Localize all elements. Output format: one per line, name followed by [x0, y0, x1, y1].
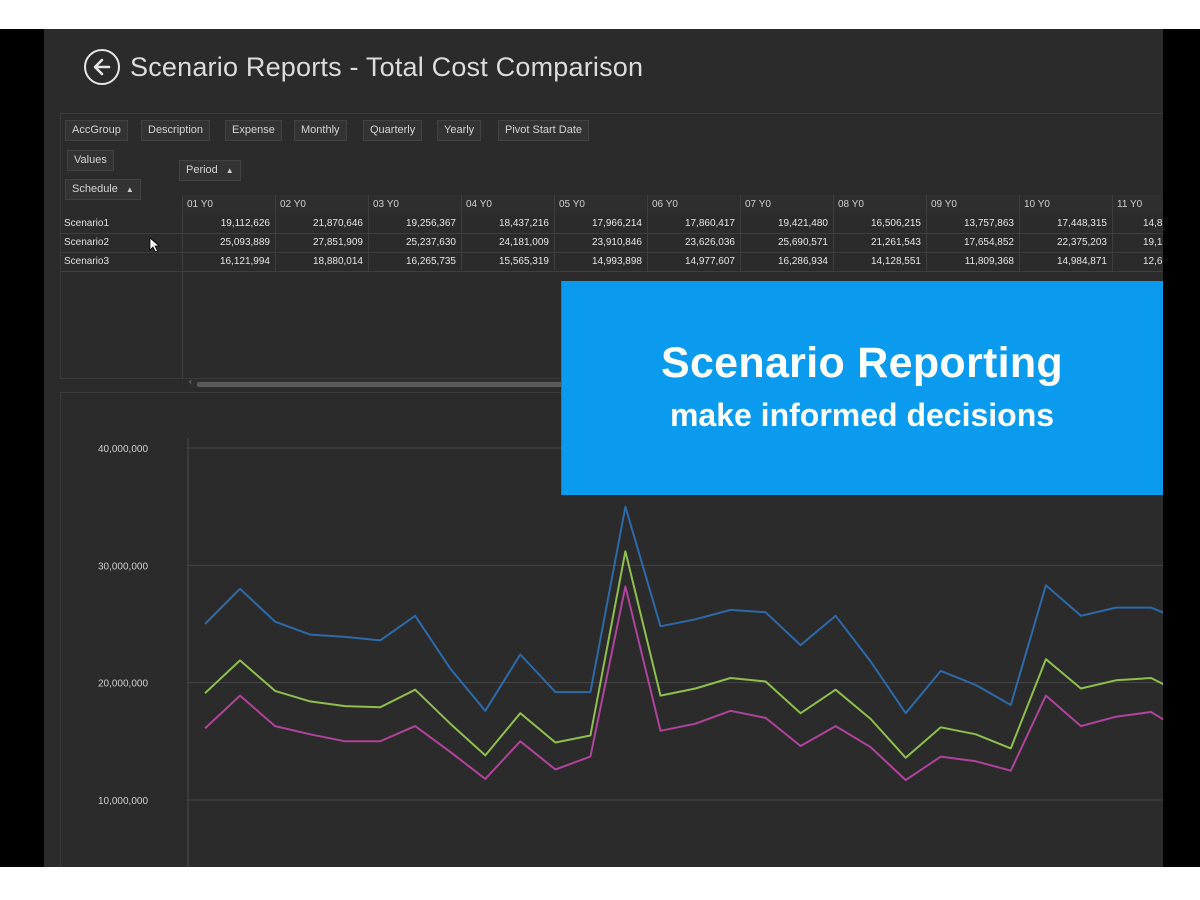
- row-header[interactable]: Scenario1: [64, 218, 110, 229]
- table-cell[interactable]: 25,093,889: [182, 233, 275, 252]
- sort-up-icon: ▲: [125, 185, 134, 194]
- schedule-chip-label: Schedule: [72, 183, 118, 195]
- table-cell[interactable]: 25,690,571: [740, 233, 833, 252]
- table-cell[interactable]: 21,261,543: [833, 233, 926, 252]
- column-header[interactable]: 08 Y0: [833, 195, 926, 214]
- table-cell[interactable]: 22,375,203: [1019, 233, 1112, 252]
- table-cell[interactable]: 19,421,480: [740, 214, 833, 233]
- column-header[interactable]: 01 Y0: [182, 195, 275, 214]
- table-cell[interactable]: 23,626,036: [647, 233, 740, 252]
- table-cell[interactable]: 15,565,319: [461, 252, 554, 271]
- period-chip-label: Period: [186, 164, 218, 176]
- period-chip[interactable]: Period ▲: [179, 160, 241, 181]
- field-chip-accgroup[interactable]: AccGroup: [65, 120, 128, 141]
- column-header[interactable]: 05 Y0: [554, 195, 647, 214]
- table-cell[interactable]: 18,880,014: [275, 252, 368, 271]
- table-cell[interactable]: 17,448,315: [1019, 214, 1112, 233]
- table-cell[interactable]: 19,256,367: [368, 214, 461, 233]
- row-header[interactable]: Scenario3: [64, 256, 110, 267]
- sort-up-icon: ▲: [225, 166, 234, 175]
- table-cell[interactable]: 25,237,630: [368, 233, 461, 252]
- column-header[interactable]: 11 Y0: [1112, 195, 1163, 214]
- field-chip-pivot-start-date[interactable]: Pivot Start Date: [498, 120, 590, 141]
- table-cell[interactable]: 14,8: [1112, 214, 1163, 233]
- column-header[interactable]: 03 Y0: [368, 195, 461, 214]
- mouse-cursor-icon: [149, 237, 161, 253]
- values-chip[interactable]: Values: [67, 150, 114, 171]
- table-cell[interactable]: 14,977,607: [647, 252, 740, 271]
- row-header-column: [61, 214, 183, 378]
- table-cell[interactable]: 23,910,846: [554, 233, 647, 252]
- table-cell[interactable]: 16,286,934: [740, 252, 833, 271]
- table-cell[interactable]: 16,121,994: [182, 252, 275, 271]
- table-cell[interactable]: 12,6: [1112, 252, 1163, 271]
- table-cell[interactable]: 18,437,216: [461, 214, 554, 233]
- column-header[interactable]: 09 Y0: [926, 195, 1019, 214]
- overlay-title: Scenario Reporting: [660, 339, 1064, 387]
- field-chip-expense[interactable]: Expense: [225, 120, 282, 141]
- pivot-grid: 01 Y0 02 Y0 03 Y0 04 Y0 05 Y0 06 Y0 07 Y0 08 Y0…: [61, 184, 1163, 378]
- row-divider: [61, 271, 1163, 272]
- y-tick-label: 30,000,000: [98, 561, 148, 572]
- table-cell[interactable]: 14,128,551: [833, 252, 926, 271]
- row-divider: [61, 252, 1163, 253]
- table-cell[interactable]: 14,993,898: [554, 252, 647, 271]
- series-line-3: [204, 585, 1163, 782]
- column-header[interactable]: 07 Y0: [740, 195, 833, 214]
- series-line-1: [204, 505, 1163, 715]
- table-cell[interactable]: 21,870,646: [275, 214, 368, 233]
- table-cell[interactable]: 17,966,214: [554, 214, 647, 233]
- y-tick-label: 20,000,000: [98, 679, 148, 690]
- app-window: Scenario Reports - Total Cost Comparison…: [44, 29, 1163, 867]
- row-header[interactable]: Scenario2: [64, 237, 110, 248]
- column-header[interactable]: 06 Y0: [647, 195, 740, 214]
- overlay-subtitle: make informed decisions: [669, 397, 1055, 433]
- column-header[interactable]: 04 Y0: [461, 195, 554, 214]
- promo-overlay: Scenario Reporting make informed decisio…: [561, 281, 1163, 495]
- y-tick-label: 10,000,000: [98, 796, 148, 807]
- schedule-chip[interactable]: Schedule ▲: [65, 179, 141, 200]
- back-arrow-icon: [93, 58, 111, 76]
- table-cell[interactable]: 17,654,852: [926, 233, 1019, 252]
- field-chip-description[interactable]: Description: [141, 120, 211, 141]
- table-cell[interactable]: 13,757,863: [926, 214, 1019, 233]
- table-cell[interactable]: 17,860,417: [647, 214, 740, 233]
- field-chip-yearly[interactable]: Yearly: [437, 120, 482, 141]
- column-header[interactable]: 10 Y0: [1019, 195, 1112, 214]
- scroll-left-icon[interactable]: ‹: [189, 377, 192, 386]
- page-title: Scenario Reports - Total Cost Comparison: [130, 51, 644, 82]
- video-frame: Scenario Reports - Total Cost Comparison…: [0, 29, 1200, 867]
- series-line-2: [204, 550, 1163, 759]
- scrollbar-thumb[interactable]: [197, 382, 617, 387]
- field-chip-monthly[interactable]: Monthly: [294, 120, 347, 141]
- table-cell[interactable]: 16,506,215: [833, 214, 926, 233]
- table-cell[interactable]: 27,851,909: [275, 233, 368, 252]
- column-header[interactable]: 02 Y0: [275, 195, 368, 214]
- table-cell[interactable]: 24,181,009: [461, 233, 554, 252]
- field-chip-quarterly[interactable]: Quarterly: [363, 120, 423, 141]
- table-cell[interactable]: 19,112,626: [182, 214, 275, 233]
- table-cell[interactable]: 11,809,368: [926, 252, 1019, 271]
- back-button[interactable]: [84, 49, 120, 85]
- title-bar: Scenario Reports - Total Cost Comparison: [84, 45, 643, 89]
- table-cell[interactable]: 19,1: [1112, 233, 1163, 252]
- row-divider: [61, 233, 1163, 234]
- y-tick-label: 40,000,000: [98, 444, 148, 455]
- table-cell[interactable]: 14,984,871: [1019, 252, 1112, 271]
- table-cell[interactable]: 16,265,735: [368, 252, 461, 271]
